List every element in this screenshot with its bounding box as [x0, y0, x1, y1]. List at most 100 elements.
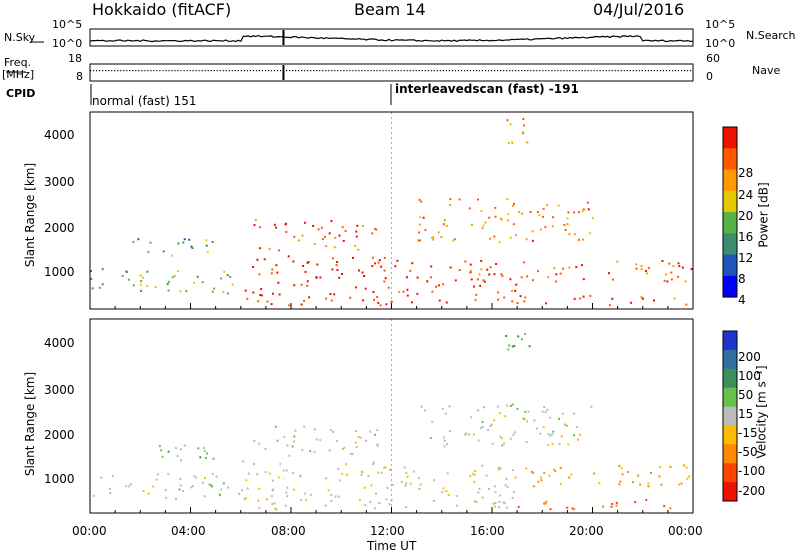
data-cell — [443, 439, 446, 442]
data-cell — [375, 492, 377, 495]
data-cell — [270, 272, 273, 275]
data-cell — [484, 221, 487, 224]
data-cell — [448, 405, 451, 408]
data-cell — [179, 290, 182, 293]
vel-cbar-tick-100: 100 — [738, 369, 761, 383]
data-cell — [677, 262, 680, 265]
data-cell — [640, 264, 643, 267]
freq-dot — [391, 70, 393, 72]
data-cell — [196, 275, 199, 278]
data-cell — [354, 244, 357, 247]
data-cell — [431, 420, 434, 423]
date-title: 04/Jul/2016 — [593, 0, 685, 19]
freq-dot — [524, 70, 526, 72]
data-cell — [494, 215, 497, 218]
data-cell — [377, 301, 380, 304]
data-cell — [559, 467, 562, 470]
data-cell — [355, 235, 358, 238]
freq-dot — [481, 70, 484, 72]
data-cell — [473, 473, 476, 476]
freq-dot — [406, 70, 408, 72]
colorbar-frame — [722, 330, 738, 502]
data-cell — [363, 275, 366, 277]
xtick-6: 00:00 — [668, 524, 703, 538]
freq-dot — [575, 70, 577, 72]
freq-dot — [602, 70, 604, 72]
data-cell — [137, 238, 140, 241]
data-cell — [140, 280, 143, 283]
data-cell — [374, 433, 377, 436]
freq-dot — [587, 70, 589, 72]
data-cell — [483, 406, 486, 409]
noise-line — [89, 34, 694, 43]
data-cell — [616, 260, 619, 263]
freq-dot — [415, 70, 417, 72]
data-cell — [422, 216, 425, 219]
data-cell — [544, 502, 547, 505]
freq-dot — [331, 70, 333, 72]
data-cell — [621, 473, 624, 476]
nsearch-label: N.Search — [746, 29, 796, 42]
data-cell — [632, 481, 635, 484]
data-cell — [418, 198, 421, 201]
data-cell — [474, 470, 477, 472]
data-cell — [490, 423, 493, 426]
data-cell — [341, 273, 343, 275]
data-cell — [469, 271, 472, 274]
data-cell — [543, 406, 546, 408]
power-cbar-tick-16: 16 — [738, 230, 754, 244]
freq-dot — [319, 70, 321, 72]
data-cell — [602, 505, 604, 508]
data-cell — [683, 464, 686, 467]
freq-dot — [515, 70, 517, 72]
data-cell — [149, 241, 152, 244]
data-cell — [385, 498, 388, 501]
data-cell — [371, 463, 374, 466]
freq-dot — [653, 70, 655, 72]
data-cell — [212, 457, 215, 460]
freq-dot — [147, 70, 149, 72]
data-cell — [540, 479, 543, 482]
data-cell — [244, 497, 247, 500]
data-cell — [247, 472, 250, 475]
data-cell — [220, 277, 223, 280]
data-cell — [301, 449, 304, 451]
data-cell — [125, 271, 128, 273]
data-cell — [561, 412, 564, 415]
data-cell — [363, 486, 366, 489]
freq-dots — [90, 65, 692, 80]
freq-dot — [460, 70, 462, 72]
data-cell — [246, 297, 249, 300]
data-cell — [486, 268, 489, 271]
data-cell — [346, 473, 349, 476]
data-cell — [369, 430, 372, 433]
data-cell — [488, 216, 491, 219]
freq-dot — [153, 70, 155, 72]
data-cell — [670, 271, 673, 274]
data-cell — [243, 498, 246, 501]
data-cell — [416, 276, 419, 279]
data-cell — [260, 294, 263, 297]
data-cell — [444, 412, 447, 415]
data-cell — [334, 495, 337, 498]
data-cell — [333, 246, 336, 249]
data-cell — [324, 235, 326, 238]
data-cell — [258, 442, 261, 445]
data-cell — [546, 408, 549, 411]
freq-dot — [228, 70, 230, 72]
data-cell — [554, 469, 557, 472]
data-cell — [542, 215, 545, 218]
freq-dot — [421, 70, 423, 72]
data-cell — [528, 345, 531, 348]
freq-dot — [614, 70, 616, 72]
freq-dot — [141, 70, 143, 72]
data-cell — [178, 488, 181, 491]
vel-cbar-tick-50: 50 — [738, 388, 754, 402]
data-cell — [661, 260, 664, 262]
data-cell — [309, 493, 312, 496]
freq-dot — [668, 70, 671, 72]
data-cell — [204, 457, 207, 459]
data-cell — [197, 447, 200, 450]
velocity-ytick-4000: 4000 — [44, 336, 75, 350]
data-cell — [685, 303, 688, 306]
